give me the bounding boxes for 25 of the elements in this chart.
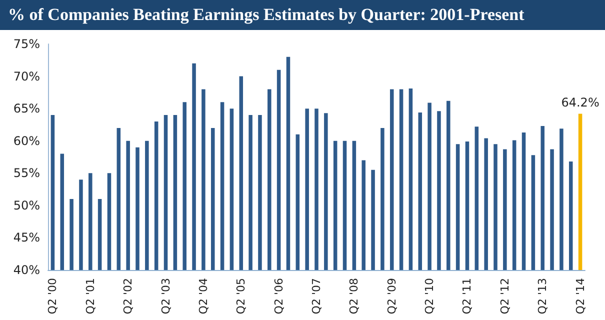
y-tick-label: 40%: [13, 263, 40, 277]
y-tick-label: 65%: [13, 102, 40, 116]
x-tick-label: Q2 '11: [460, 278, 474, 314]
x-tick-label: Q2 '14: [574, 278, 587, 314]
x-tick-label: Q2 '00: [46, 278, 60, 314]
x-tick-label: Q2 '10: [423, 278, 436, 314]
y-tick-label: 75%: [13, 37, 40, 51]
data-label: 64.2%: [561, 96, 600, 110]
y-tick-label: 70%: [13, 69, 40, 84]
x-tick-label: Q2 '08: [348, 278, 361, 314]
x-tick-label: Q2 '12: [498, 278, 512, 314]
x-tick-label: Q2 '13: [536, 278, 550, 314]
x-tick-label: Q2 '04: [196, 278, 210, 314]
x-tick-label: Q2 '06: [272, 278, 286, 314]
x-tick-label: Q2 '07: [310, 278, 323, 314]
x-tick-label: Q2 '03: [159, 278, 172, 314]
x-tick-label: Q2 '05: [234, 278, 248, 314]
y-tick-label: 60%: [13, 134, 40, 148]
x-tick-label: Q2 '02: [122, 278, 135, 314]
y-tick-label: 45%: [13, 230, 40, 245]
y-tick-label: 55%: [13, 166, 40, 180]
x-tick-label: Q2 '09: [385, 278, 398, 314]
x-tick-label: Q2 '01: [84, 278, 97, 314]
chart-title: % of Companies Beating Earnings Estimates by Quarter: 2001-Present: [0, 0, 605, 30]
y-tick-label: 50%: [13, 198, 40, 212]
